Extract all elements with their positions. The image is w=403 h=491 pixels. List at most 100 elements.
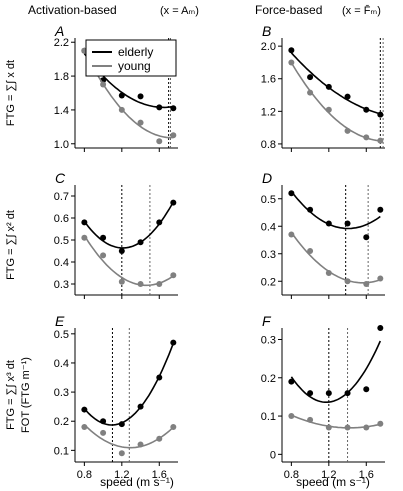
y-tick-label: 0.5 (261, 194, 276, 206)
row3-ylabel-fot: FOT (FTG m⁻¹) (20, 357, 32, 433)
young-point (118, 450, 125, 457)
young-point (344, 424, 351, 431)
elderly-point (363, 234, 370, 241)
x-axis-label-right: speed (m s⁻¹) (296, 475, 370, 489)
elderly-point (307, 74, 314, 81)
elderly-point (377, 111, 384, 118)
y-tick-label: 0.3 (54, 279, 69, 291)
x-axis-label-left: speed (m s⁻¹) (100, 475, 174, 489)
young-point (100, 81, 107, 88)
column-title-force-math: (x = F̄ₘ) (342, 4, 381, 17)
elderly-point (170, 339, 177, 346)
young-point (363, 424, 370, 431)
elderly-point (288, 378, 295, 385)
young-fit-line (83, 50, 174, 139)
row1-ylabel: FTG = ∑∫ x dt (5, 60, 17, 126)
y-tick-label: 0.4 (54, 358, 69, 370)
row2-ylabel: FTG = ∑∫ x² dt (5, 210, 17, 280)
young-point (288, 231, 295, 238)
panel-letter: B (262, 23, 271, 39)
elderly-point (325, 83, 332, 90)
young-point (307, 416, 314, 423)
young-point (325, 106, 332, 113)
young-point (100, 429, 107, 436)
young-point (156, 281, 163, 287)
panel-f: 0 0.1 0.2 0.3 0.8 1.2 1.6 F (261, 313, 385, 481)
panel-letter: E (55, 313, 65, 329)
elderly-point (307, 206, 314, 213)
young-point (377, 137, 384, 144)
y-tick-label: 1.8 (54, 71, 69, 83)
elderly-point (156, 374, 163, 381)
y-tick-label: 0.3 (261, 334, 276, 346)
elderly-point (325, 220, 332, 227)
elderly-point (170, 105, 177, 112)
y-tick-label: 2.0 (261, 41, 276, 53)
elderly-point (288, 190, 295, 197)
panel-letter: C (55, 170, 66, 186)
elderly-point (170, 199, 177, 206)
x-tick-label: 0.8 (284, 469, 299, 481)
elderly-point (137, 403, 144, 410)
legend-label-elderly: elderly (118, 45, 153, 59)
elderly-point (325, 390, 332, 397)
young-point (137, 119, 144, 126)
young-point (325, 270, 332, 276)
young-point (307, 89, 314, 96)
x-tick-label: 1.2 (321, 469, 336, 481)
elderly-fit-line (290, 340, 382, 403)
young-point (81, 234, 88, 241)
y-tick-label: 0.1 (261, 411, 276, 423)
elderly-point (118, 92, 125, 99)
y-tick-label: 0.5 (54, 329, 69, 341)
panel-b: 0.8 1.2 1.6 2.0 B (261, 23, 385, 152)
elderly-point (377, 325, 384, 331)
young-point (170, 272, 177, 279)
young-point (170, 424, 177, 431)
y-tick-label: 0.3 (261, 249, 276, 261)
young-point (363, 134, 370, 141)
young-point (156, 435, 163, 442)
elderly-point (288, 47, 295, 54)
column-title-activation-math: (x = Aₘ) (160, 5, 199, 17)
legend-label-young: young (118, 59, 151, 73)
elderly-point (363, 386, 370, 393)
y-tick-label: 0.1 (54, 445, 69, 457)
y-tick-label: 1.0 (54, 139, 69, 151)
elderly-point (363, 106, 370, 113)
elderly-fit-line (290, 190, 381, 230)
young-point (288, 59, 295, 66)
young-fit-line (83, 235, 174, 287)
panel-d: 0.2 0.3 0.4 0.5 D (261, 170, 385, 299)
y-tick-label: 0.2 (54, 416, 69, 428)
row3-ylabel: FTG = ∑∫ x³ dt (5, 360, 17, 430)
y-tick-label: 0.2 (261, 373, 276, 385)
young-point (377, 275, 384, 282)
young-point (156, 138, 163, 145)
young-point (137, 441, 144, 448)
young-fit-line (290, 62, 381, 142)
elderly-point (81, 406, 88, 413)
panel-letter: D (262, 170, 272, 186)
y-tick-label: 1.2 (261, 106, 276, 118)
x-tick-label: 1.6 (359, 469, 374, 481)
young-point (344, 278, 351, 285)
panel-e: 0.1 0.2 0.3 0.4 0.5 0.8 1.2 1.6 E (54, 313, 178, 481)
elderly-point (81, 219, 88, 226)
elderly-point (118, 248, 125, 254)
elderly-point (137, 239, 144, 246)
panel-letter: A (54, 23, 64, 39)
young-point (170, 132, 177, 139)
elderly-point (156, 219, 163, 226)
x-tick-label: 0.8 (77, 469, 92, 481)
y-tick-label: 0.2 (261, 276, 276, 288)
y-tick-label: 0.4 (261, 221, 276, 233)
y-tick-label: 0.4 (54, 257, 69, 269)
young-point (118, 278, 125, 285)
y-tick-label: 2.2 (54, 37, 69, 49)
elderly-point (118, 421, 125, 428)
y-tick-label: 0.3 (54, 387, 69, 399)
young-point (137, 281, 144, 287)
